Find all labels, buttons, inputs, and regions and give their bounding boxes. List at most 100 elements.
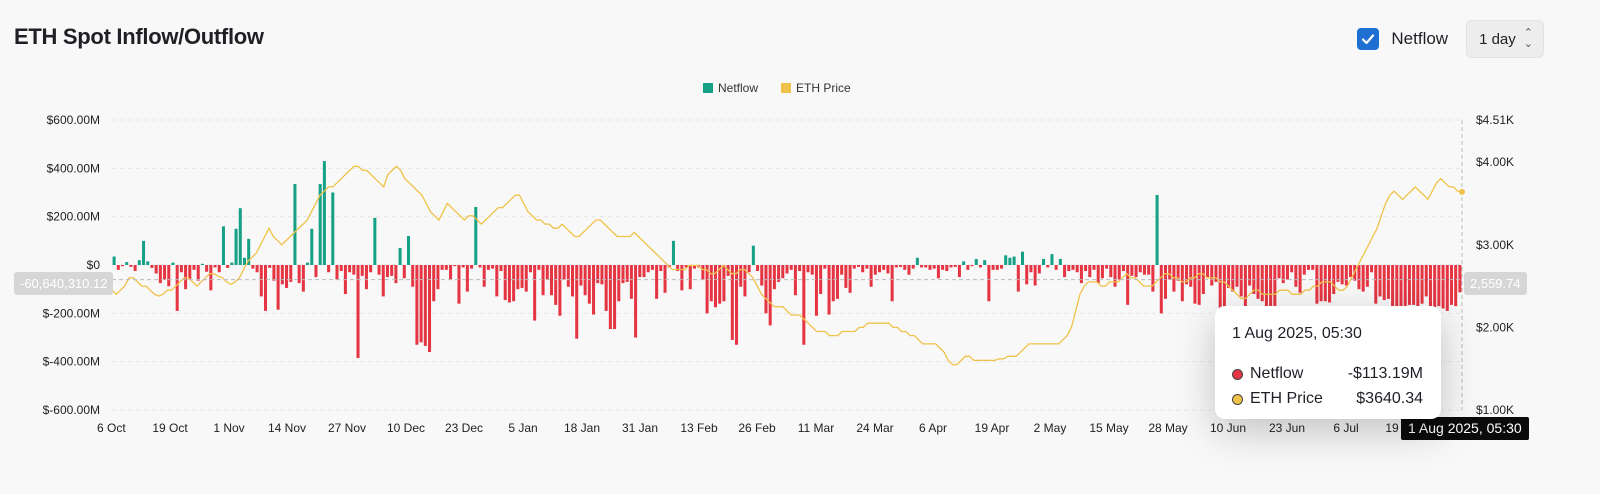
netflow-bar [1067, 265, 1071, 272]
netflow-bar [520, 265, 524, 288]
netflow-bar [1403, 265, 1407, 309]
tooltip-price-row: ETH Price $3640.34 [1232, 390, 1423, 408]
netflow-bar [554, 265, 558, 305]
netflow-bar [158, 265, 162, 284]
netflow-bar [1357, 265, 1361, 290]
netflow-bar [1281, 265, 1285, 284]
netflow-bar [1092, 265, 1096, 270]
netflow-bar [558, 265, 562, 316]
netflow-bar [537, 265, 541, 270]
netflow-bar [524, 265, 528, 292]
netflow-bar [137, 260, 141, 265]
netflow-bar [798, 265, 802, 272]
netflow-bar [680, 265, 684, 291]
netflow-bar [1311, 265, 1315, 270]
netflow-bar [331, 192, 335, 265]
x-tick: 24 Mar [856, 421, 893, 435]
netflow-bar [1269, 265, 1273, 307]
netflow-bar [873, 265, 877, 275]
netflow-bar [125, 262, 129, 265]
netflow-bar [1260, 265, 1264, 302]
netflow-bar [1050, 254, 1054, 265]
netflow-bar [566, 265, 570, 287]
netflow-bar [987, 265, 991, 302]
netflow-bar [541, 265, 545, 296]
x-tick: 14 Nov [268, 421, 306, 435]
check-icon [1362, 34, 1375, 45]
netflow-bar [739, 265, 743, 287]
netflow-bar [411, 265, 415, 287]
x-tick: 6 Oct [97, 421, 126, 435]
tooltip-date: 1 Aug 2025, 05:30 [1232, 325, 1362, 342]
netflow-bar [1382, 265, 1386, 301]
netflow-bar [348, 265, 352, 273]
netflow-bar [491, 265, 495, 269]
netflow-bar [1025, 265, 1029, 285]
netflow-bar [1126, 265, 1130, 305]
netflow-bar [289, 265, 293, 282]
netflow-bar [1100, 265, 1104, 279]
netflow-bar [1197, 265, 1201, 305]
netflow-bar [840, 265, 844, 275]
netflow-checkbox[interactable] [1357, 28, 1380, 50]
netflow-bar [369, 265, 373, 273]
crosshair-netflow-label: -60,640,310.12 [14, 272, 114, 295]
netflow-bar [221, 226, 225, 265]
netflow-bar [545, 265, 549, 280]
x-tick: 31 Jan [622, 421, 658, 435]
netflow-bar [133, 265, 137, 272]
netflow-bar [789, 265, 793, 270]
netflow-bar [1021, 251, 1025, 265]
netflow-bar [827, 265, 831, 315]
netflow-bar [966, 265, 970, 270]
netflow-bar [251, 265, 255, 269]
legend-label: Netflow [718, 81, 758, 95]
netflow-bar [823, 265, 827, 269]
x-tick: 6 Apr [919, 421, 947, 435]
netflow-bar [1210, 265, 1214, 286]
netflow-bar [1189, 265, 1193, 287]
netflow-bar [364, 265, 368, 290]
tooltip-price-label: ETH Price [1250, 390, 1323, 407]
interval-select[interactable]: 1 day ⌃ ⌄ [1466, 20, 1544, 58]
netflow-bar [1105, 265, 1109, 269]
netflow-bar [432, 265, 436, 302]
netflow-bar [234, 228, 238, 265]
netflow-bar [676, 265, 680, 272]
netflow-bar [772, 265, 776, 290]
netflow-bar [1378, 265, 1382, 297]
netflow-bar [1323, 265, 1327, 302]
netflow-bar [381, 265, 385, 297]
x-tick: 11 Mar [798, 421, 834, 435]
netflow-bar [983, 260, 987, 265]
netflow-bar [1437, 265, 1441, 307]
netflow-bar [751, 245, 755, 265]
netflow-bar [886, 265, 890, 274]
netflow-bar [1075, 265, 1079, 273]
netflow-bar [1302, 265, 1306, 275]
netflow-bar [150, 265, 154, 268]
y-left-tick: $400.00M [47, 161, 100, 175]
netflow-bar [129, 265, 133, 267]
y-right-tick: $4.51K [1476, 113, 1514, 127]
legend-label: ETH Price [796, 81, 851, 95]
netflow-bar [1361, 265, 1365, 292]
netflow-bar [1214, 265, 1218, 282]
netflow-checkbox-label[interactable]: Netflow [1391, 29, 1449, 48]
x-tick: 26 Feb [738, 421, 776, 435]
netflow-bar [1256, 265, 1260, 299]
netflow-bar [806, 265, 810, 273]
netflow-bar [255, 265, 259, 273]
netflow-bar [701, 265, 705, 280]
netflow-bar [1029, 265, 1033, 273]
netflow-bar [928, 265, 932, 270]
y-left-tick: $-600.00M [43, 403, 100, 417]
netflow-bar [936, 265, 940, 279]
netflow-bar [1206, 265, 1210, 278]
netflow-bar [457, 265, 461, 304]
netflow-bar [465, 265, 469, 292]
netflow-bar [852, 265, 856, 269]
netflow-bar [1142, 265, 1146, 275]
netflow-bar [171, 262, 175, 265]
